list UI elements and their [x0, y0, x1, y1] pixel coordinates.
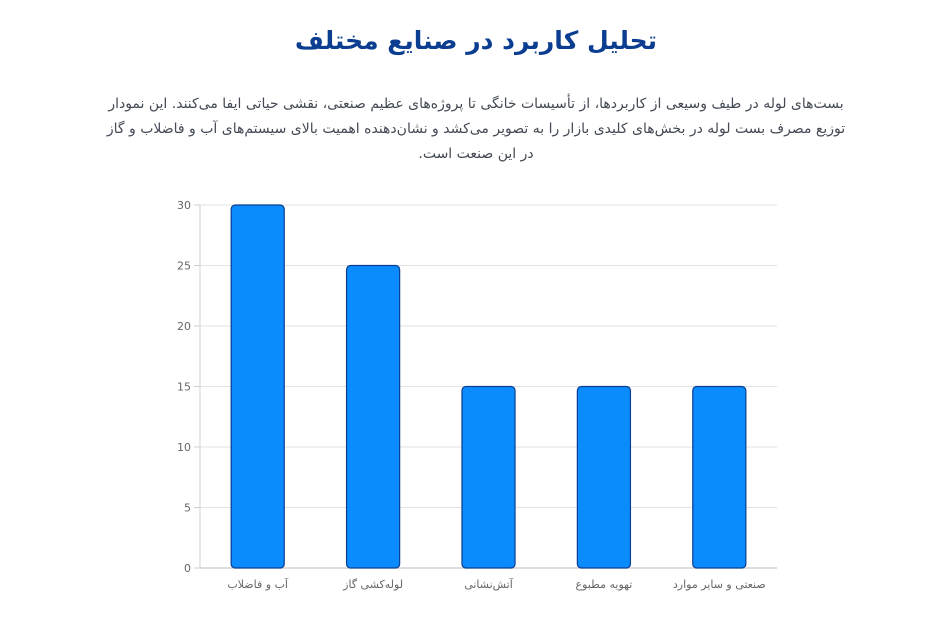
x-axis-labels: آب و فاضلاب لوله‌کشی گاز آتش‌نشانی تهویه مط…	[227, 577, 765, 591]
bar[interactable]	[461, 385, 516, 569]
bar[interactable]	[230, 204, 285, 569]
x-category-label: آب و فاضلاب	[227, 577, 289, 591]
y-tick-label: 10	[177, 441, 191, 454]
y-axis: 0 5 10 15 20 25 30	[177, 199, 201, 575]
bars	[230, 204, 747, 569]
y-tick-label: 30	[177, 199, 191, 212]
y-tick-label: 5	[184, 502, 191, 515]
page-title: تحلیل کاربرد در صنایع مختلف	[294, 26, 658, 55]
bar[interactable]	[692, 385, 747, 569]
x-category-label: لوله‌کشی گاز	[342, 578, 403, 591]
bar[interactable]	[576, 385, 632, 569]
y-tick-label: 20	[177, 320, 191, 333]
page-description: بست‌های لوله در طیف وسیعی از کاربردها، ا…	[106, 96, 846, 162]
y-tick-label: 15	[177, 381, 191, 394]
x-category-label: تهویه مطبوع	[576, 578, 633, 591]
x-category-label: آتش‌نشانی	[464, 577, 514, 591]
y-tick-label: 0	[184, 562, 191, 575]
bar[interactable]	[345, 264, 401, 569]
y-tick-label: 25	[177, 260, 191, 273]
x-category-label: صنعتی و سایر موارد	[673, 578, 766, 591]
